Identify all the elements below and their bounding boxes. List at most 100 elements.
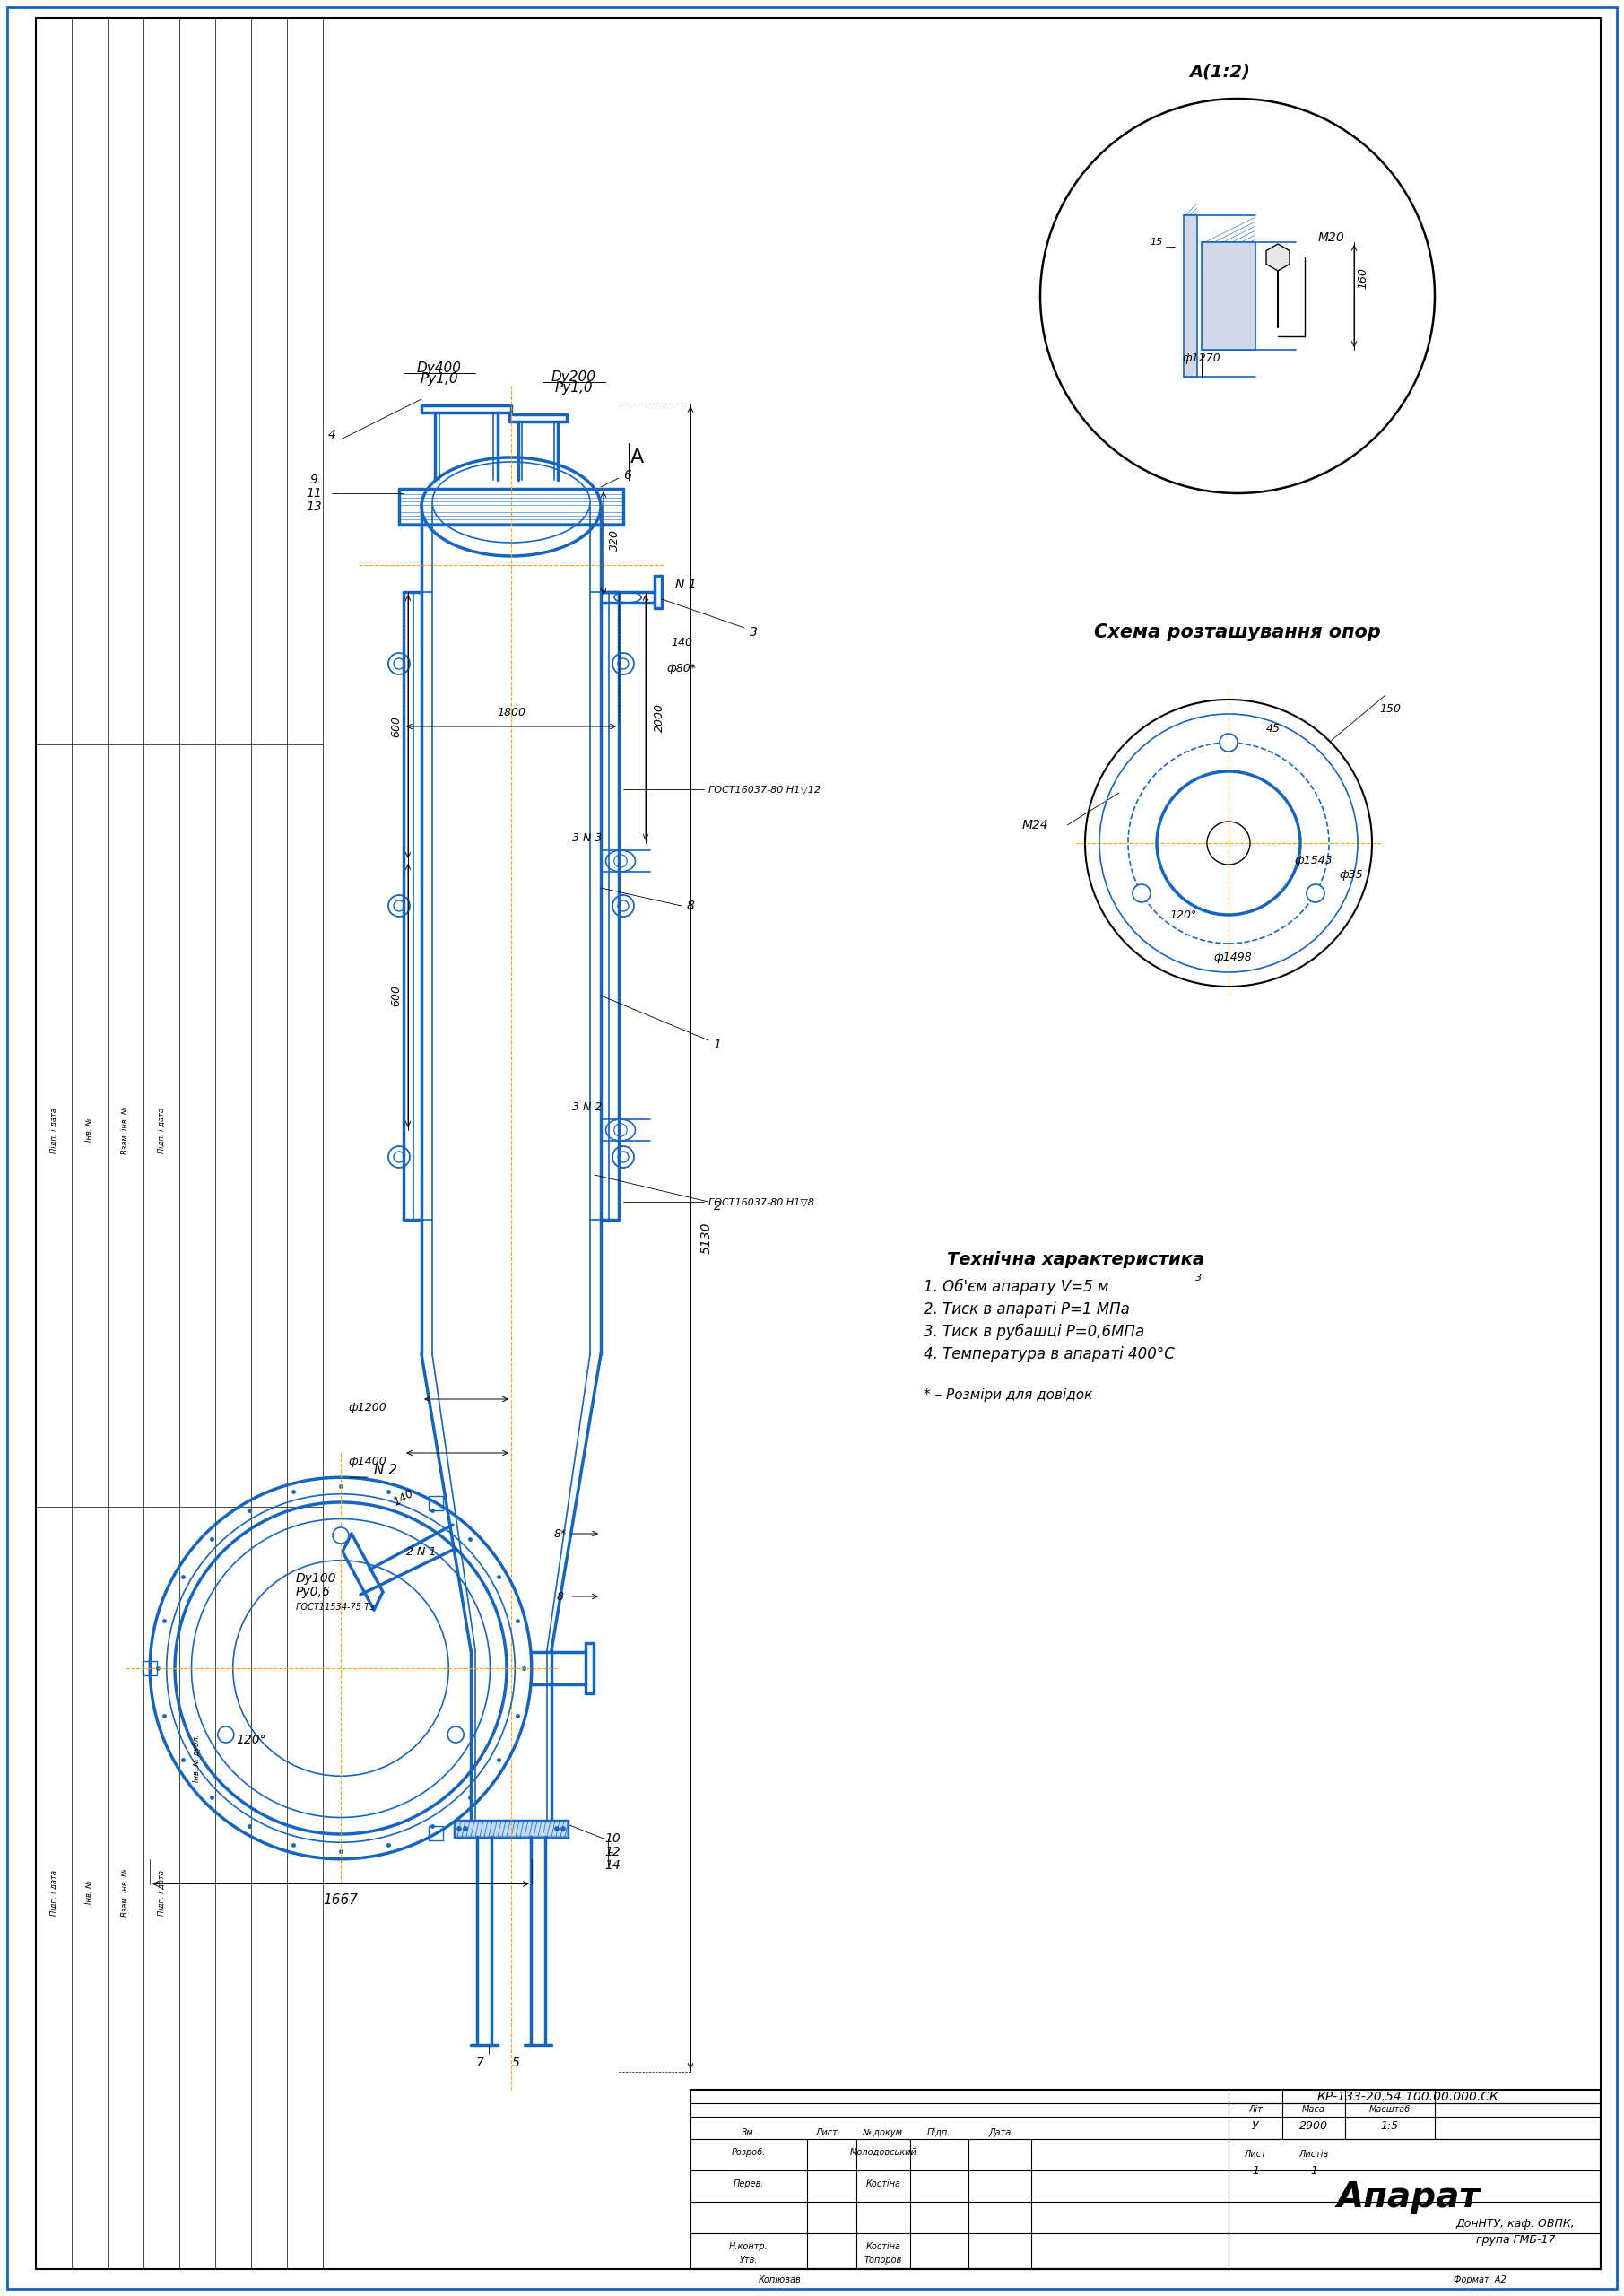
Text: 4: 4 (328, 429, 336, 441)
Text: 12: 12 (604, 1846, 620, 1857)
Text: Підп.: Підп. (927, 2128, 950, 2138)
Text: Інв. №: Інв. № (86, 1880, 94, 1903)
Text: Топоров: Топоров (864, 2255, 903, 2264)
Text: N 1: N 1 (676, 579, 697, 590)
Text: 2. Тиск в апараті Р=1 МПа: 2. Тиск в апараті Р=1 МПа (924, 1302, 1130, 1318)
Text: 9: 9 (310, 473, 318, 487)
Text: Ру0,6: Ру0,6 (296, 1587, 331, 1598)
Text: Інв. № дубл.: Інв. № дубл. (193, 1733, 201, 1782)
Text: 120°: 120° (1171, 909, 1197, 921)
Text: Масштаб: Масштаб (1369, 2105, 1411, 2115)
Text: М24: М24 (1023, 820, 1049, 831)
Text: Молодовський: Молодовський (849, 2149, 918, 2156)
Text: № докум.: № докум. (862, 2128, 905, 2138)
Text: Підп. і дата: Підп. і дата (50, 1107, 58, 1153)
Text: 13: 13 (305, 501, 322, 512)
Text: ДонНТУ, каф. ОВПК,: ДонНТУ, каф. ОВПК, (1457, 2218, 1575, 2229)
Text: ф35: ф35 (1340, 870, 1364, 882)
Text: 6: 6 (624, 468, 632, 482)
Text: ф1400: ф1400 (349, 1456, 387, 1467)
Text: 8*: 8* (554, 1527, 567, 1541)
Text: Зм.: Зм. (741, 2128, 757, 2138)
Text: 4. Температура в апараті 400°С: 4. Температура в апараті 400°С (924, 1345, 1174, 1362)
Text: Літ: Літ (1249, 2105, 1262, 2115)
Text: 2: 2 (713, 1201, 721, 1212)
Text: У: У (1252, 2119, 1259, 2131)
Circle shape (463, 1828, 468, 1830)
Text: 14: 14 (604, 1860, 620, 1871)
Text: ГОСТ16037-80 Н1▽12: ГОСТ16037-80 Н1▽12 (708, 785, 820, 794)
Text: Лист: Лист (1244, 2149, 1267, 2158)
Text: Dy200: Dy200 (552, 370, 596, 383)
Circle shape (448, 1727, 464, 1743)
Text: 11: 11 (305, 487, 322, 501)
Text: Dy100: Dy100 (296, 1573, 336, 1584)
Text: ф1200: ф1200 (349, 1403, 387, 1414)
Text: 140: 140 (391, 1488, 416, 1508)
Text: 5130: 5130 (700, 1221, 713, 1254)
Text: 3: 3 (749, 627, 757, 638)
Text: Ру1,0: Ру1,0 (421, 372, 458, 386)
Bar (143, 1660, 158, 1676)
Text: 600: 600 (390, 716, 403, 737)
Circle shape (218, 1727, 234, 1743)
Text: 2 N 1: 2 N 1 (406, 1545, 437, 1557)
Text: 120°: 120° (235, 1733, 266, 1747)
Text: 320: 320 (609, 530, 620, 551)
Text: 1: 1 (1311, 2165, 1317, 2177)
Text: 2000: 2000 (653, 703, 664, 732)
Text: 150: 150 (1379, 703, 1402, 714)
Text: Перев.: Перев. (734, 2179, 765, 2188)
Text: Апарат: Апарат (1337, 2181, 1479, 2213)
Text: Розроб.: Розроб. (731, 2149, 767, 2156)
Text: ГОСТ11534-75 Тз: ГОСТ11534-75 Тз (296, 1603, 374, 1612)
Text: 1: 1 (1252, 2165, 1259, 2177)
Text: група ГМБ-17: група ГМБ-17 (1476, 2234, 1556, 2245)
Text: 1. Об'єм апарату V=5 м: 1. Об'єм апарату V=5 м (924, 1279, 1109, 1295)
Circle shape (333, 1527, 349, 1543)
Circle shape (1220, 735, 1237, 751)
Text: 3: 3 (1195, 1274, 1202, 1283)
Text: Утв.: Утв. (739, 2255, 758, 2264)
Text: Костіна: Костіна (866, 2179, 901, 2188)
Bar (455, 1821, 568, 1837)
Text: 1667: 1667 (323, 1894, 359, 1906)
Text: ф1270: ф1270 (1182, 354, 1221, 365)
Text: 1800: 1800 (497, 707, 526, 719)
Text: Формат  А2: Формат А2 (1453, 2275, 1505, 2285)
Text: 140: 140 (671, 636, 692, 647)
Text: Маса: Маса (1302, 2105, 1325, 2115)
Text: 10: 10 (604, 1832, 620, 1846)
Text: Копіював: Копіював (758, 2275, 802, 2285)
Text: КР-133-20.54.100.00.000.СК: КР-133-20.54.100.00.000.СК (1317, 2092, 1499, 2103)
Text: Ру1,0: Ру1,0 (555, 381, 593, 395)
Text: Дата: Дата (989, 2128, 1012, 2138)
Bar (1184, 216, 1197, 377)
Text: Взам. інв. №: Взам. інв. № (122, 1869, 130, 1917)
Text: Підп. і дата: Підп. і дата (158, 1869, 166, 1915)
Text: Лист: Лист (815, 2128, 838, 2138)
Circle shape (1132, 884, 1150, 902)
Text: А(1:2): А(1:2) (1189, 64, 1250, 80)
Text: N 2: N 2 (374, 1465, 398, 1479)
Text: 45: 45 (1267, 723, 1281, 735)
Circle shape (555, 1828, 559, 1830)
Text: А: А (630, 448, 643, 466)
Text: 8: 8 (687, 900, 695, 912)
Circle shape (456, 1828, 461, 1830)
Text: ф1543: ф1543 (1294, 854, 1333, 868)
Text: ф1498: ф1498 (1213, 951, 1252, 962)
Text: Технічна характеристика: Технічна характеристика (947, 1251, 1205, 1270)
Text: Dy400: Dy400 (417, 360, 461, 374)
Text: Підп. і дата: Підп. і дата (50, 1869, 58, 1915)
Text: Інв. №: Інв. № (86, 1118, 94, 1141)
Text: Схема розташування опор: Схема розташування опор (1095, 622, 1380, 641)
Text: Підп. і дата: Підп. і дата (158, 1107, 166, 1153)
Text: 1: 1 (713, 1038, 721, 1052)
Text: 2900: 2900 (1299, 2119, 1328, 2131)
Text: Взам. інв. №: Взам. інв. № (122, 1107, 130, 1155)
Text: 600: 600 (390, 985, 403, 1006)
Text: Н.контр.: Н.контр. (729, 2243, 768, 2250)
Text: Листів: Листів (1299, 2149, 1328, 2158)
Text: ГОСТ16037-80 Н1▽8: ГОСТ16037-80 Н1▽8 (708, 1196, 814, 1205)
